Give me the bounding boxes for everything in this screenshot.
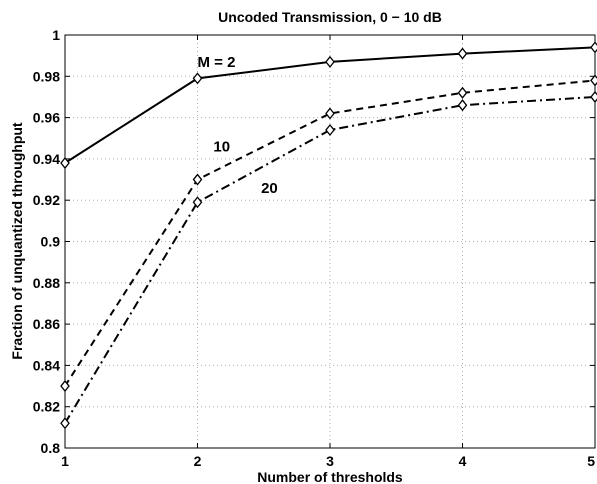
y-tick-label: 0.88 [33, 275, 60, 291]
data-point-marker [325, 107, 335, 120]
series-label-2: 10 [213, 139, 230, 156]
x-tick-label: 1 [61, 453, 69, 469]
data-point-marker [60, 417, 70, 430]
y-tick-label: 0.8 [41, 440, 61, 456]
data-point-marker [457, 99, 468, 112]
data-point-marker [192, 173, 203, 186]
y-tick-label: 1 [52, 27, 60, 43]
data-point-marker [192, 72, 203, 85]
x-tick-label: 3 [326, 453, 334, 469]
series-line-3 [64, 95, 596, 424]
y-tick-label: 0.98 [33, 68, 60, 84]
series-labels: M = 2 10 20 [198, 54, 278, 197]
data-point-marker [60, 380, 70, 393]
x-axis-ticks: 1 2 3 4 5 [61, 35, 596, 469]
data-point-marker [457, 47, 468, 60]
y-tick-label: 0.92 [33, 192, 60, 208]
data-point-marker [590, 41, 597, 54]
data-point-marker [590, 74, 597, 87]
data-point-marker [590, 90, 597, 103]
data-point-marker [325, 55, 335, 68]
grid [65, 35, 595, 448]
y-tick-label: 0.94 [33, 151, 60, 167]
x-tick-label: 5 [587, 453, 595, 469]
y-tick-label: 0.9 [41, 234, 61, 250]
x-tick-label: 4 [459, 453, 467, 469]
series-label-1: M = 2 [198, 54, 236, 71]
x-axis-label: Number of thresholds [257, 469, 403, 484]
data-point-marker [325, 123, 335, 137]
y-tick-label: 0.86 [33, 316, 60, 332]
y-axis-label: Fraction of unquantized throughput [9, 122, 25, 360]
data-point-marker [192, 196, 203, 209]
series-layer [60, 41, 597, 430]
y-axis-ticks: 0.8 0.82 0.84 0.86 0.88 0.9 0.92 0.94 0.96 0.98 1 [33, 27, 595, 456]
y-tick-label: 0.96 [33, 110, 60, 126]
series-label-3: 20 [261, 180, 278, 197]
data-point-marker [60, 156, 70, 170]
data-point-marker [457, 86, 468, 99]
y-tick-label: 0.82 [33, 399, 60, 415]
x-tick-label: 2 [194, 453, 202, 469]
y-tick-label: 0.84 [33, 357, 60, 373]
chart-title: Uncoded Transmission, 0 − 10 dB [218, 9, 442, 25]
